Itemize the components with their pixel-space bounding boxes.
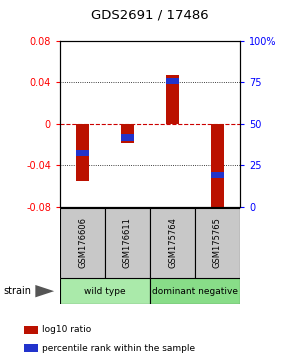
Bar — [150, 278, 240, 304]
Text: dominant negative: dominant negative — [152, 287, 238, 296]
Bar — [211, 172, 224, 178]
Text: GSM176611: GSM176611 — [123, 217, 132, 268]
Bar — [121, 124, 134, 143]
Bar — [211, 124, 224, 215]
Text: wild type: wild type — [84, 287, 126, 296]
Polygon shape — [35, 285, 54, 297]
Text: GSM175765: GSM175765 — [213, 217, 222, 268]
Bar — [166, 75, 179, 124]
Bar — [105, 208, 150, 278]
Text: percentile rank within the sample: percentile rank within the sample — [42, 344, 195, 353]
Text: GDS2691 / 17486: GDS2691 / 17486 — [91, 9, 209, 22]
Bar — [195, 208, 240, 278]
Bar — [150, 208, 195, 278]
Bar — [60, 278, 150, 304]
Bar — [76, 150, 89, 156]
Text: GSM176606: GSM176606 — [78, 217, 87, 268]
Text: GSM175764: GSM175764 — [168, 217, 177, 268]
Bar — [121, 134, 134, 141]
Text: strain: strain — [3, 286, 31, 296]
Bar — [166, 78, 179, 84]
Bar — [76, 124, 89, 181]
Bar — [60, 208, 105, 278]
Text: log10 ratio: log10 ratio — [42, 325, 91, 335]
